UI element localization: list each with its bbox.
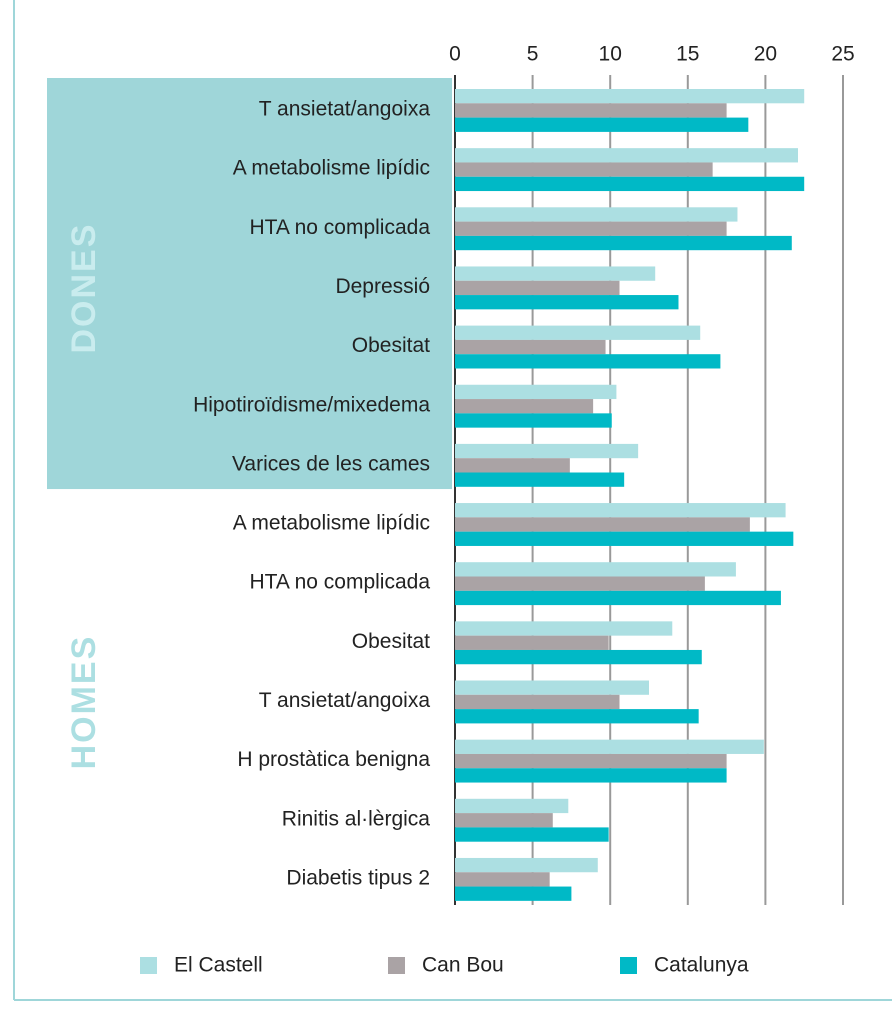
bar — [455, 354, 721, 369]
bar — [455, 531, 794, 546]
bar — [455, 176, 805, 192]
y-tick-label: Depressió — [335, 275, 430, 298]
bar — [455, 325, 701, 340]
bar — [455, 768, 727, 783]
y-tick-label: Varices de les cames — [232, 452, 430, 475]
x-tick-label: 0 — [449, 43, 461, 66]
bar — [455, 635, 609, 650]
bar — [455, 295, 679, 310]
x-tick-label: 25 — [831, 43, 854, 66]
bar — [455, 827, 609, 842]
legend-label: El Castell — [174, 954, 263, 977]
bar — [455, 458, 570, 473]
bar — [455, 413, 612, 428]
bar — [455, 562, 736, 577]
group-label: DONES — [65, 223, 103, 354]
bar — [455, 89, 805, 104]
bar — [455, 339, 606, 355]
legend-label: Can Bou — [422, 954, 504, 977]
bar — [455, 590, 781, 606]
y-tick-label: Obesitat — [352, 334, 430, 357]
y-tick-label: T ansietat/angoixa — [259, 689, 431, 712]
x-tick-label: 20 — [754, 43, 777, 66]
y-tick-label: Rinitis al·lèrgica — [282, 807, 431, 830]
y-tick-label: T ansietat/angoixa — [259, 98, 431, 121]
y-tick-label: Hipotiroïdisme/mixedema — [193, 393, 430, 416]
bar — [455, 148, 798, 163]
y-tick-label: Obesitat — [352, 630, 430, 653]
bar — [455, 399, 594, 414]
bar — [455, 680, 649, 695]
bar — [455, 753, 727, 769]
legend-label: Catalunya — [654, 954, 749, 977]
bar — [455, 739, 764, 754]
bar — [455, 886, 572, 901]
bar — [455, 235, 792, 251]
x-tick-label: 15 — [676, 43, 699, 66]
bar — [455, 103, 727, 118]
y-tick-label: H prostàtica benigna — [237, 748, 430, 771]
y-tick-label: HTA no complicada — [249, 216, 430, 239]
bar — [455, 221, 727, 236]
x-tick-label: 5 — [527, 43, 539, 66]
group-box — [47, 78, 452, 490]
y-tick-label: Diabetis tipus 2 — [286, 866, 430, 889]
bar — [455, 813, 553, 828]
bar — [455, 162, 713, 177]
y-tick-label: A metabolisme lipídic — [233, 512, 430, 535]
bar — [455, 517, 750, 532]
bar — [455, 117, 749, 132]
bar — [455, 872, 550, 887]
legend-swatch — [388, 957, 405, 974]
bar — [455, 621, 673, 636]
group-label: HOMES — [65, 635, 103, 770]
bar — [455, 472, 625, 487]
y-tick-label: HTA no complicada — [249, 571, 430, 594]
bar — [455, 649, 702, 665]
legend-swatch — [620, 957, 637, 974]
bar — [455, 280, 620, 296]
bar — [455, 798, 569, 814]
bar — [455, 709, 699, 724]
bar — [455, 443, 639, 459]
bar — [455, 857, 598, 873]
bar — [455, 576, 705, 591]
bar — [455, 266, 656, 281]
x-tick-label: 10 — [599, 43, 622, 66]
bar — [455, 503, 786, 518]
bar — [455, 384, 617, 400]
y-tick-label: A metabolisme lipídic — [233, 157, 430, 180]
legend-swatch — [140, 957, 157, 974]
bar — [455, 694, 620, 710]
bar — [455, 207, 738, 222]
